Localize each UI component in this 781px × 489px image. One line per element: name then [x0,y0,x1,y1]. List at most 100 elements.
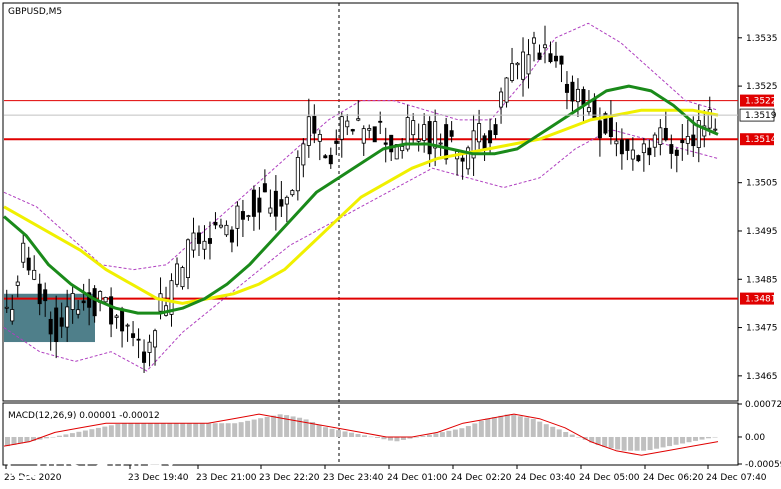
candle-body [553,55,558,62]
macd-histogram-bar [24,436,30,443]
candle-body [658,127,663,145]
macd-histogram-bar [368,436,374,438]
candle-body [564,83,569,93]
macd-histogram-bar [537,421,543,437]
candle-body [273,190,278,217]
instaforex-watermark: instaforex Instant Forex Trading [7,446,178,488]
macd-histogram-bar [400,436,406,440]
time-tick-label: 23 Dec 21:00 [196,473,257,483]
candle-body [433,121,438,149]
candle-body [54,307,59,342]
macd-tick-label: -0.00059 [745,460,781,470]
macd-histogram-bar [491,417,497,437]
candle-body [10,309,15,322]
candle-body [702,125,707,137]
candle-body [328,154,333,165]
candle-body [378,120,383,123]
macd-histogram-bar [517,416,523,437]
candle-body [235,205,240,229]
candle-body [641,143,646,154]
candle-body [422,124,427,141]
price-tick-label: 1.3535 [746,34,778,44]
candle-body [70,293,75,310]
candle-body [301,143,306,166]
candle-body [142,351,147,363]
level-label-box [740,94,774,107]
candle-body [345,120,350,128]
candle-body [691,134,696,147]
macd-histogram-bar [212,423,218,437]
macd-tick-label: 0.00072 [745,400,781,410]
candle-body [444,124,449,160]
macd-histogram-bar [433,433,439,437]
macd-histogram-bar [11,436,17,445]
level-label-box [740,133,774,146]
macd-histogram-bar [69,433,75,437]
macd-histogram-bar [17,436,23,444]
macd-histogram-bar [550,426,556,437]
macd-histogram-bar [154,423,160,437]
candle-body [389,134,394,153]
macd-histogram-bar [290,416,296,437]
candle-body [109,296,114,325]
current-price-label: 1.3519 [745,111,777,121]
macd-histogram-bar [387,436,393,441]
candle-body [367,128,372,131]
candle-body [537,52,542,60]
candle-body [81,300,86,304]
macd-histogram-bar [407,436,413,439]
candle-body [663,127,668,141]
macd-histogram-bar [349,432,355,437]
macd-histogram-bar [264,416,270,437]
candle-body [207,238,212,244]
macd-histogram-bar [381,436,387,440]
axes: 1.3535 1.3525 1.3505 1.3495 1.3485 1.3475 1.34… [4,34,781,483]
macd-histogram-bar [206,423,212,437]
macd-histogram-bar [595,436,601,446]
macd-histogram-bar [362,435,367,437]
macd-histogram-bar [336,430,342,437]
candle-body [647,147,652,156]
candle-body [147,341,152,353]
candle-body [65,306,70,328]
candle-body [92,288,97,317]
candle-body [306,116,311,146]
candle-body [262,183,267,193]
macd-histogram-bar [699,436,705,440]
candle-body [120,308,125,332]
candle-body [191,232,196,251]
macd-histogram-bar [504,414,510,437]
macd-histogram-bar [654,436,660,449]
candle-body [323,155,328,159]
candle-body [449,130,454,137]
macd-histogram-bar [693,436,699,441]
candle-body [614,140,619,145]
candle-body [477,123,482,143]
candle-body [575,88,580,103]
level-label: 1.3514 [745,135,777,145]
macd-histogram-bar [329,428,335,437]
macd-histogram-bar [82,430,88,437]
macd-histogram-bar [232,423,238,437]
macd-histogram-bar [543,424,549,437]
candle-body [400,146,405,152]
macd-histogram-bar [615,436,621,450]
time-tick-label: 23 Dec 23:40 [323,473,384,483]
time-tick-label: 24 Dec 06:20 [643,473,704,483]
candle-body [229,229,234,243]
time-tick-label: 23 Dec 2020 [4,473,62,483]
candle-body [570,81,575,102]
macd-histogram-bar [647,436,653,451]
candle-body [21,242,26,263]
macd-histogram-bar [485,418,491,437]
candle-body [37,283,42,305]
candle-body [268,207,273,214]
candle-body [460,157,465,162]
macd-histogram-bar [459,428,465,437]
candle-body [246,215,251,218]
candle-body [674,149,679,156]
macd-histogram-bar [374,436,380,438]
macd-histogram-bar [530,418,536,437]
candle-body [521,51,526,80]
macd-histogram-bar [128,423,134,437]
